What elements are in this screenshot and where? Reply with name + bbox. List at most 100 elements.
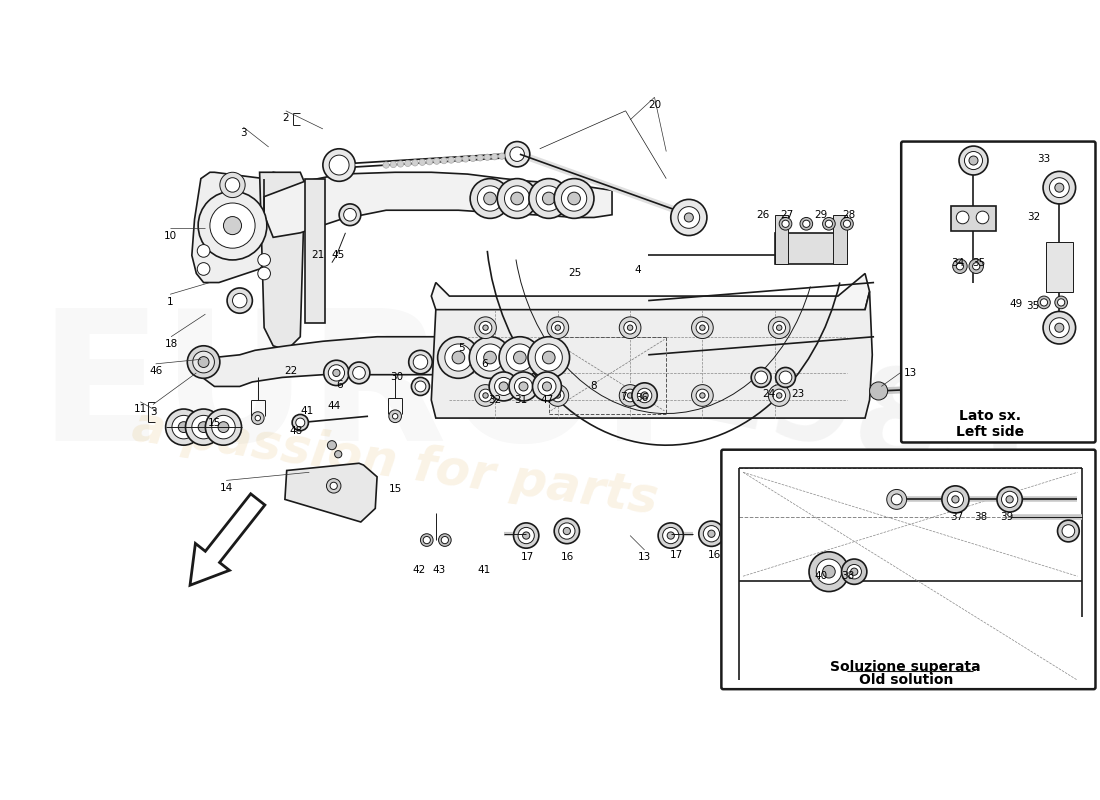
Circle shape — [1043, 171, 1076, 204]
Circle shape — [441, 537, 449, 544]
Circle shape — [700, 393, 705, 398]
Circle shape — [252, 412, 264, 424]
Circle shape — [483, 393, 488, 398]
Circle shape — [773, 322, 785, 334]
Text: 33: 33 — [1037, 154, 1050, 164]
Circle shape — [1041, 298, 1047, 306]
Circle shape — [470, 337, 510, 378]
Circle shape — [206, 409, 242, 445]
Circle shape — [439, 534, 451, 546]
Circle shape — [658, 523, 683, 548]
Bar — [950, 206, 997, 231]
Circle shape — [971, 374, 997, 399]
Circle shape — [641, 392, 648, 399]
Text: 20: 20 — [648, 99, 661, 110]
Circle shape — [1055, 183, 1064, 192]
Text: 25: 25 — [569, 269, 582, 278]
Circle shape — [1001, 491, 1018, 507]
Circle shape — [532, 372, 561, 401]
Circle shape — [776, 367, 795, 387]
Polygon shape — [260, 172, 305, 350]
Circle shape — [353, 366, 365, 379]
Circle shape — [484, 154, 491, 161]
Text: 17: 17 — [670, 550, 683, 561]
Text: Left side: Left side — [956, 425, 1024, 438]
Circle shape — [441, 158, 447, 164]
Circle shape — [952, 496, 959, 503]
Circle shape — [671, 199, 707, 235]
Circle shape — [419, 159, 426, 166]
Circle shape — [777, 393, 782, 398]
Circle shape — [455, 156, 462, 162]
Circle shape — [495, 378, 513, 395]
Circle shape — [803, 220, 810, 227]
Circle shape — [226, 178, 240, 192]
Text: 34: 34 — [952, 258, 965, 268]
Circle shape — [850, 568, 858, 575]
Circle shape — [255, 415, 261, 421]
Circle shape — [514, 351, 526, 364]
Circle shape — [518, 527, 535, 544]
Circle shape — [631, 383, 657, 408]
Text: Lato sx.: Lato sx. — [959, 410, 1021, 423]
Circle shape — [561, 186, 586, 211]
Text: 17: 17 — [520, 552, 534, 562]
Circle shape — [1043, 311, 1076, 344]
Circle shape — [490, 372, 518, 401]
Circle shape — [825, 220, 833, 227]
Circle shape — [420, 534, 433, 546]
Text: 41: 41 — [300, 406, 313, 416]
Circle shape — [1062, 525, 1075, 538]
Text: 6: 6 — [336, 380, 342, 390]
Text: 49: 49 — [1010, 299, 1023, 310]
Circle shape — [840, 218, 854, 230]
Circle shape — [547, 385, 569, 406]
Circle shape — [619, 317, 641, 338]
Circle shape — [393, 414, 398, 419]
Circle shape — [547, 317, 569, 338]
Text: 21: 21 — [311, 250, 324, 261]
Circle shape — [707, 530, 715, 538]
Circle shape — [492, 154, 497, 160]
Circle shape — [515, 378, 532, 395]
Circle shape — [232, 294, 248, 308]
Circle shape — [703, 526, 719, 542]
Circle shape — [218, 422, 229, 433]
Circle shape — [510, 147, 525, 162]
Text: 8: 8 — [591, 381, 597, 390]
Circle shape — [808, 552, 849, 591]
Circle shape — [470, 155, 476, 162]
Circle shape — [198, 422, 209, 433]
Circle shape — [782, 220, 789, 227]
Circle shape — [563, 527, 571, 534]
Bar — [834, 214, 847, 265]
Circle shape — [220, 172, 245, 198]
Circle shape — [462, 156, 469, 162]
Circle shape — [424, 537, 430, 544]
Circle shape — [842, 559, 867, 584]
Text: 41: 41 — [477, 565, 491, 575]
Circle shape — [538, 378, 556, 395]
Circle shape — [684, 213, 693, 222]
Circle shape — [965, 151, 982, 170]
Circle shape — [816, 559, 842, 584]
Circle shape — [627, 393, 632, 398]
Circle shape — [554, 178, 594, 218]
Circle shape — [499, 337, 540, 378]
Text: a passion for parts: a passion for parts — [129, 402, 661, 524]
Circle shape — [800, 218, 813, 230]
Text: 28: 28 — [843, 210, 856, 220]
Circle shape — [1006, 496, 1013, 503]
Polygon shape — [285, 463, 377, 522]
Circle shape — [484, 351, 496, 364]
Circle shape — [619, 385, 641, 406]
Text: 32: 32 — [1027, 213, 1041, 222]
Circle shape — [333, 370, 340, 377]
Text: 3: 3 — [150, 406, 156, 417]
Circle shape — [700, 325, 705, 330]
Circle shape — [696, 389, 708, 402]
Circle shape — [542, 192, 556, 205]
Polygon shape — [431, 291, 872, 418]
Circle shape — [510, 192, 524, 205]
Text: 44: 44 — [327, 402, 340, 411]
